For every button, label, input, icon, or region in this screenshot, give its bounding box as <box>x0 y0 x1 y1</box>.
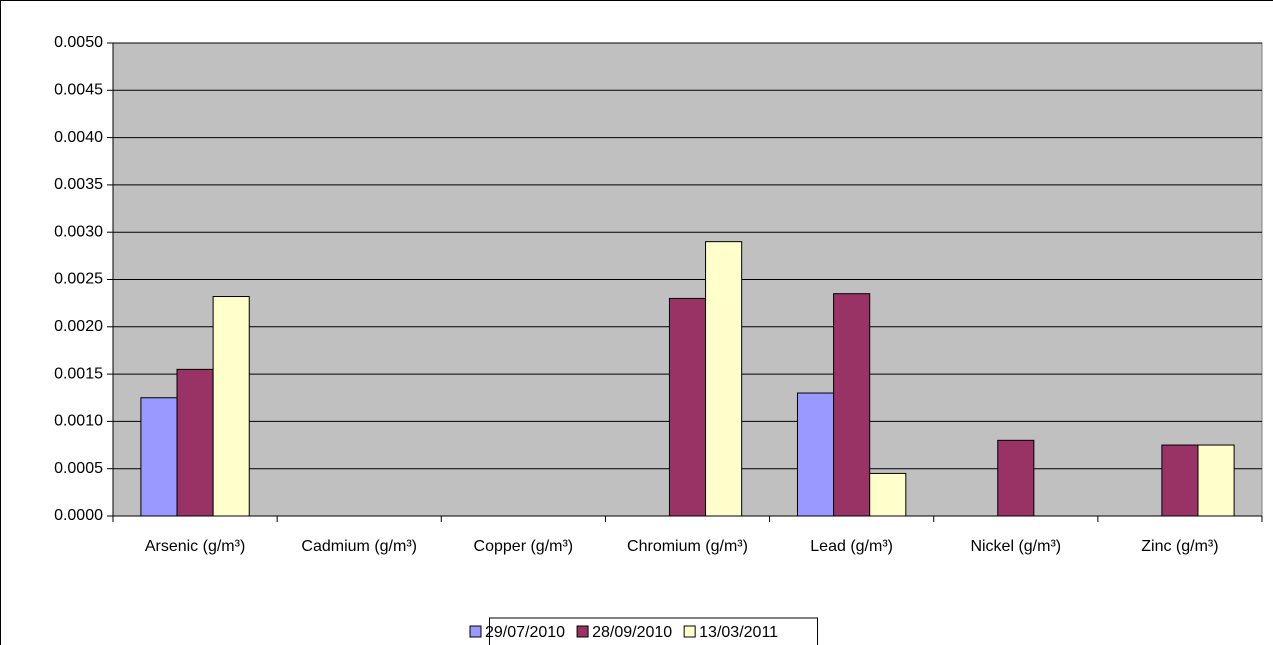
y-tick-label: 0.0005 <box>54 460 103 477</box>
y-tick-label: 0.0015 <box>54 365 103 382</box>
x-tick-label: Arsenic (g/m³) <box>144 538 246 555</box>
x-tick-label: Nickel (g/m³) <box>970 538 1062 555</box>
bar <box>869 472 907 517</box>
y-tick-label: 0.0045 <box>54 82 103 99</box>
legend-box <box>488 617 819 645</box>
bar <box>668 297 707 517</box>
bar <box>1197 444 1235 517</box>
y-tick-label: 0.0030 <box>54 223 103 240</box>
y-tick-label: 0.0040 <box>54 129 103 146</box>
x-tick-label: Chromium (g/m³) <box>627 538 748 555</box>
y-tick-label: 0.0050 <box>54 34 103 51</box>
legend-swatch <box>469 625 482 638</box>
bar <box>796 392 835 517</box>
legend-label: 13/03/2011 <box>699 624 778 641</box>
legend-swatch <box>576 625 589 638</box>
legend-swatch <box>683 625 696 638</box>
y-tick-label: 0.0035 <box>54 176 103 193</box>
bar <box>705 241 743 517</box>
legend-label: 28/09/2010 <box>592 624 672 641</box>
x-tick-label: Lead (g/m³) <box>810 538 893 555</box>
legend-label: 29/07/2010 <box>485 624 565 641</box>
bar <box>997 439 1035 517</box>
y-tick-label: 0.0000 <box>54 507 103 524</box>
y-tick-label: 0.0025 <box>54 271 103 288</box>
x-tick-label: Copper (g/m³) <box>473 538 574 555</box>
x-tick-label: Cadmium (g/m³) <box>301 538 417 555</box>
x-tick-label: Zinc (g/m³) <box>1141 538 1219 555</box>
y-tick-label: 0.0010 <box>54 413 103 430</box>
bar <box>212 296 250 517</box>
bar <box>176 368 214 517</box>
bar <box>140 397 178 517</box>
bar <box>1161 444 1199 517</box>
bar <box>833 293 871 517</box>
y-tick-label: 0.0020 <box>54 318 103 335</box>
